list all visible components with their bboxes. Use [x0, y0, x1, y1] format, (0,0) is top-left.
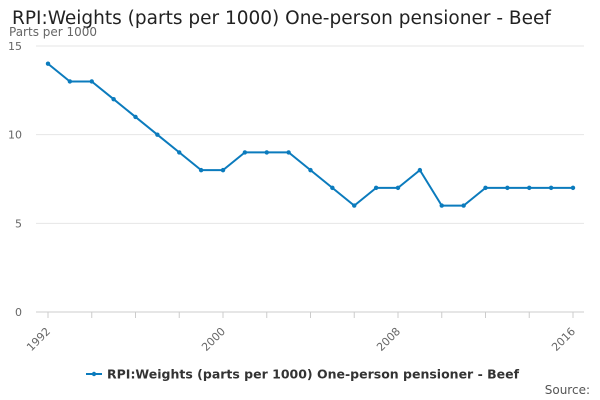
data-point	[67, 79, 73, 84]
x-tick-label: 2000	[199, 325, 228, 354]
y-tick-label: 5	[15, 217, 22, 230]
data-point	[417, 167, 423, 173]
data-point	[461, 203, 466, 208]
data-point	[89, 79, 94, 84]
gridlines	[36, 45, 584, 313]
data-point	[330, 185, 335, 191]
data-point	[220, 167, 226, 173]
y-tick-label: 10	[8, 129, 22, 142]
data-point	[439, 203, 444, 208]
legend: RPI:Weights (parts per 1000) One-person …	[86, 367, 520, 382]
legend-label: RPI:Weights (parts per 1000) One-person …	[107, 367, 520, 382]
data-point	[548, 185, 554, 191]
data-point	[133, 114, 138, 120]
data-point	[308, 167, 313, 173]
series-layer	[45, 61, 576, 208]
data-point	[264, 150, 269, 155]
data-point	[373, 185, 379, 191]
data-point	[198, 167, 204, 173]
x-axis: 1992 2000 2008 2016	[24, 312, 578, 354]
x-tick-label: 2008	[374, 325, 403, 354]
chart-title: RPI:Weights (parts per 1000) One-person …	[12, 8, 551, 29]
data-point	[505, 185, 510, 191]
data-point	[45, 61, 51, 66]
data-point	[155, 132, 160, 137]
data-point	[352, 203, 357, 208]
data-point	[483, 185, 488, 191]
legend-swatch-marker	[91, 371, 97, 377]
x-tick-label: 1992	[24, 325, 53, 354]
y-tick-labels: 0 5 10 15	[8, 40, 22, 319]
y-axis-label: Parts per 1000	[9, 25, 98, 39]
data-point	[177, 150, 182, 155]
source-label: Source:	[544, 383, 590, 397]
data-point	[527, 185, 532, 191]
data-point	[242, 150, 248, 155]
data-point	[286, 150, 291, 155]
y-tick-label: 0	[15, 306, 22, 319]
data-point	[570, 185, 576, 191]
y-tick-label: 15	[8, 40, 22, 53]
data-point	[395, 185, 401, 191]
x-tick-label: 2016	[549, 325, 578, 354]
data-point	[111, 97, 116, 102]
